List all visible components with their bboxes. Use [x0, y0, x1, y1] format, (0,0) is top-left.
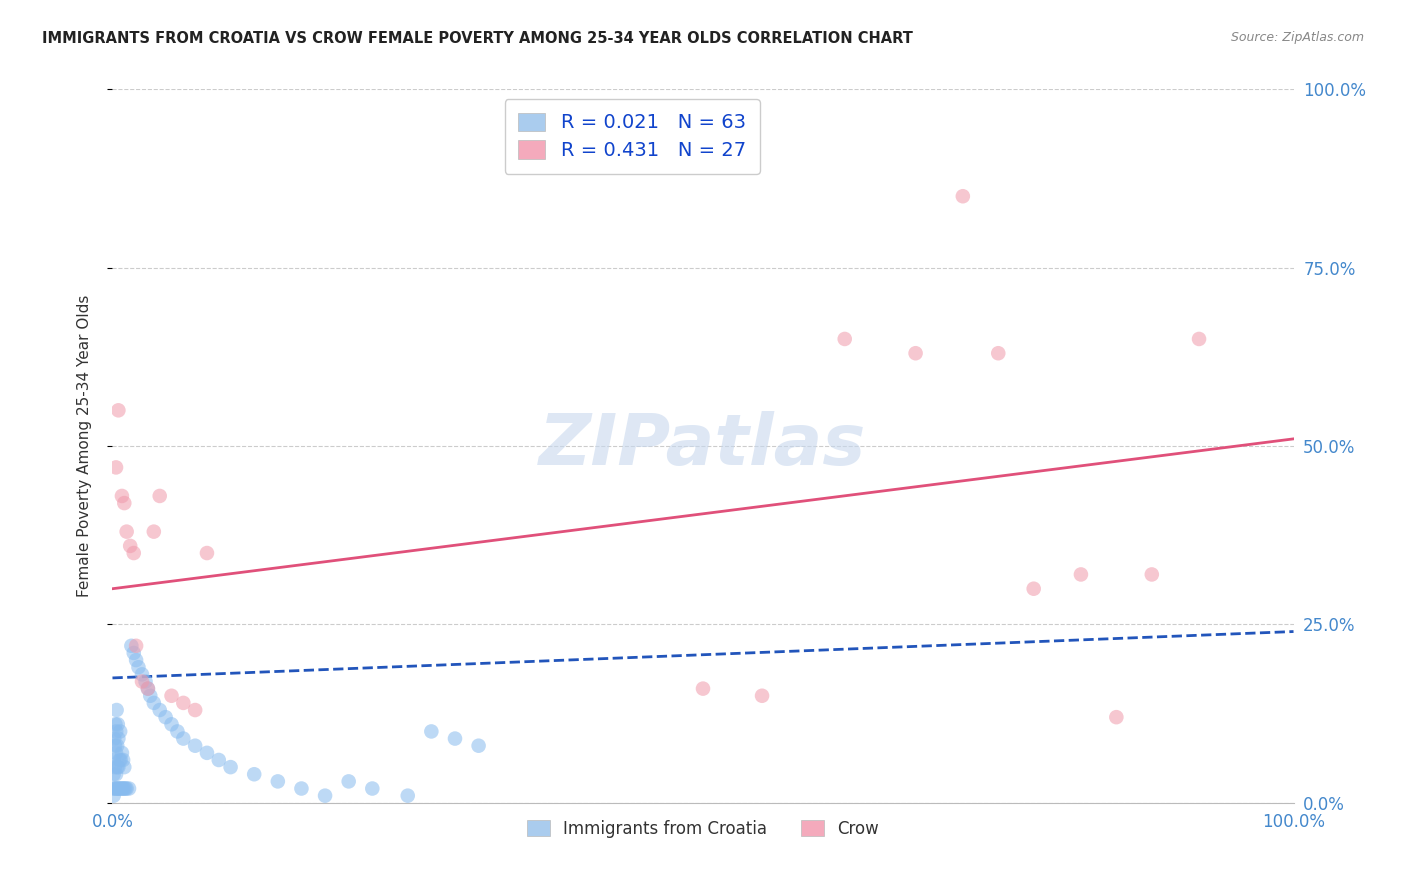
Point [1188, 332, 1211, 346]
Point [184, 739, 207, 753]
Text: Source: ZipAtlas.com: Source: ZipAtlas.com [1230, 31, 1364, 45]
Point [112, 781, 135, 796]
Point [127, 660, 149, 674]
Point [101, 781, 124, 796]
Point [195, 746, 218, 760]
Point [103, 767, 125, 781]
Point [267, 774, 290, 789]
Point [131, 667, 153, 681]
Point [131, 674, 153, 689]
Point [108, 724, 131, 739]
Point [107, 731, 129, 746]
Point [122, 646, 145, 660]
Point [467, 739, 489, 753]
Point [122, 546, 145, 560]
Point [115, 781, 138, 796]
Point [112, 753, 135, 767]
Point [314, 789, 336, 803]
Point [112, 496, 135, 510]
Point [361, 781, 384, 796]
Point [149, 489, 172, 503]
Point [114, 781, 136, 796]
Point [337, 774, 360, 789]
Point [125, 639, 148, 653]
Point [160, 717, 183, 731]
Point [105, 460, 128, 475]
Point [219, 760, 242, 774]
Point [112, 781, 135, 796]
Point [107, 781, 129, 796]
Point [105, 781, 128, 796]
Point [111, 489, 134, 503]
Point [987, 346, 1010, 360]
Legend: Immigrants from Croatia, Crow: Immigrants from Croatia, Crow [520, 814, 886, 845]
Point [103, 789, 125, 803]
Point [444, 731, 467, 746]
Point [120, 639, 142, 653]
Point [290, 781, 312, 796]
Point [125, 653, 148, 667]
Point [396, 789, 419, 803]
Point [110, 753, 132, 767]
Point [104, 717, 127, 731]
Y-axis label: Female Poverty Among 25-34 Year Olds: Female Poverty Among 25-34 Year Olds [77, 295, 91, 597]
Point [1070, 567, 1092, 582]
Point [834, 332, 856, 346]
Point [120, 539, 142, 553]
Point [105, 760, 128, 774]
Point [105, 767, 128, 781]
Point [1022, 582, 1045, 596]
Point [111, 746, 134, 760]
Text: ZIPatlas: ZIPatlas [540, 411, 866, 481]
Point [107, 760, 129, 774]
Point [107, 403, 129, 417]
Point [139, 689, 162, 703]
Point [149, 703, 172, 717]
Point [135, 674, 157, 689]
Point [184, 703, 207, 717]
Point [118, 781, 141, 796]
Point [208, 753, 231, 767]
Point [104, 760, 127, 774]
Point [420, 724, 443, 739]
Point [107, 717, 129, 731]
Point [136, 681, 159, 696]
Point [1140, 567, 1163, 582]
Point [195, 546, 218, 560]
Point [142, 696, 165, 710]
Point [108, 753, 131, 767]
Point [108, 781, 131, 796]
Point [104, 781, 127, 796]
Point [160, 689, 183, 703]
Point [103, 731, 125, 746]
Point [1105, 710, 1128, 724]
Point [115, 524, 138, 539]
Text: IMMIGRANTS FROM CROATIA VS CROW FEMALE POVERTY AMONG 25-34 YEAR OLDS CORRELATION: IMMIGRANTS FROM CROATIA VS CROW FEMALE P… [42, 31, 912, 46]
Point [105, 781, 128, 796]
Point [692, 681, 714, 696]
Point [751, 689, 773, 703]
Point [142, 524, 165, 539]
Point [136, 681, 159, 696]
Point [105, 703, 128, 717]
Point [155, 710, 177, 724]
Point [105, 746, 128, 760]
Point [111, 781, 134, 796]
Point [103, 753, 125, 767]
Point [105, 724, 128, 739]
Point [104, 739, 127, 753]
Point [105, 739, 128, 753]
Point [952, 189, 974, 203]
Point [172, 696, 194, 710]
Point [172, 731, 194, 746]
Point [166, 724, 188, 739]
Point [904, 346, 927, 360]
Point [112, 760, 135, 774]
Point [243, 767, 266, 781]
Point [110, 781, 132, 796]
